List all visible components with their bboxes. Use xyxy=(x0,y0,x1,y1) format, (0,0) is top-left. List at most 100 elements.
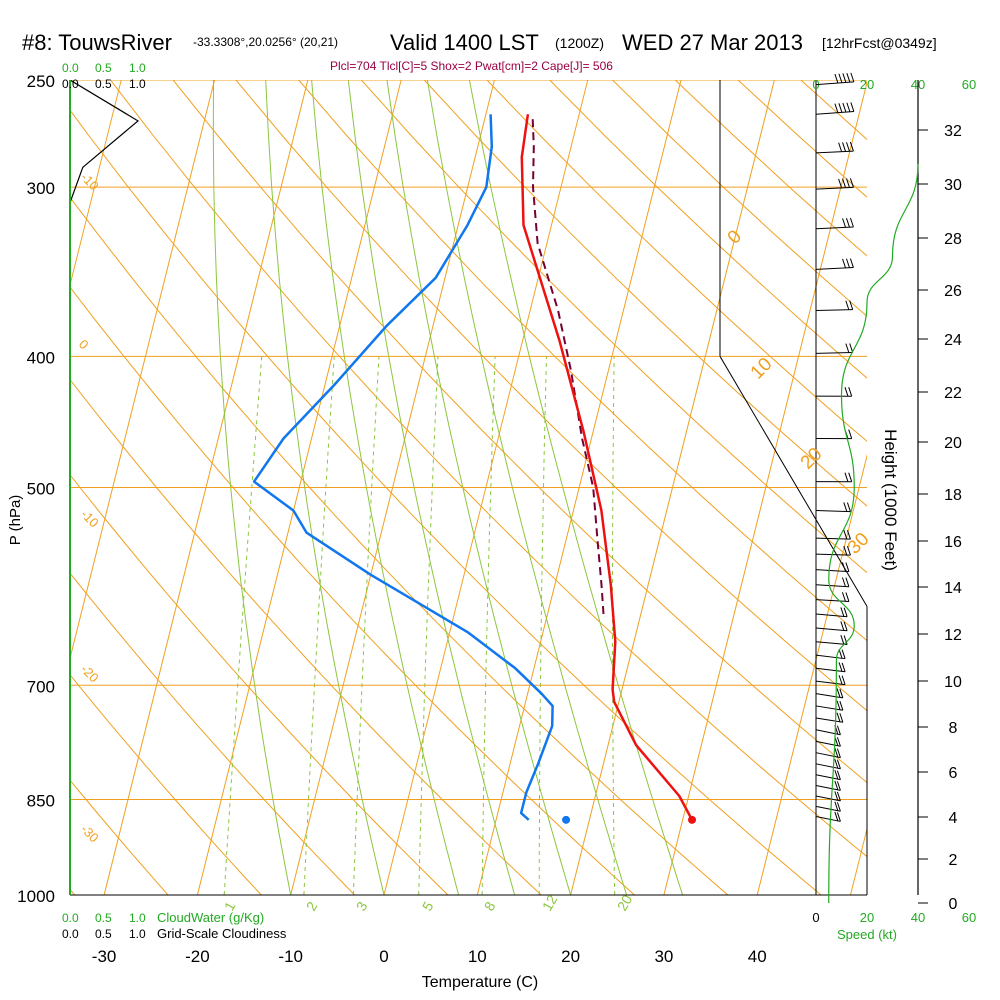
wind-barb-feather xyxy=(846,258,850,268)
wind-barb-staff xyxy=(815,81,854,86)
wind-barb-staff xyxy=(815,569,849,573)
wind-barb-feather xyxy=(842,142,847,152)
height-tick-label: 14 xyxy=(944,580,962,597)
wind-barb-feather xyxy=(846,530,851,540)
wind-barb-feather xyxy=(839,701,844,711)
temperature-tick-label: -20 xyxy=(185,947,210,966)
forecast-date: WED 27 Mar 2013 xyxy=(622,30,803,55)
dry-adiabat-line xyxy=(70,673,262,895)
speed-top-tick: 20 xyxy=(860,77,874,92)
wind-barb-feather xyxy=(836,688,841,698)
wind-barb-feather xyxy=(834,780,839,791)
speed-profile xyxy=(828,163,919,904)
wind-barb-feather xyxy=(846,545,851,556)
wind-barb-staff xyxy=(815,752,841,759)
height-tick-label: 12 xyxy=(944,627,962,644)
height-tick-label: 32 xyxy=(944,123,962,140)
height-tick-label: 4 xyxy=(949,810,958,827)
dry-adiabat-line xyxy=(361,80,867,574)
chart-curves xyxy=(70,80,697,824)
wind-barb-feather xyxy=(850,102,855,112)
dry-adiabat-line xyxy=(70,378,542,895)
wind-barb-feather xyxy=(846,142,850,152)
wind-barb-feather xyxy=(840,621,845,631)
wind-barb-feather xyxy=(840,607,845,617)
wind-barb-feather xyxy=(843,621,848,631)
speed-label: Speed (kt) xyxy=(837,927,897,942)
zulu-time: (1200Z) xyxy=(555,35,604,51)
cloudiness-bottom-tick: 0.0 xyxy=(62,927,79,941)
speed-bottom-tick: 0 xyxy=(812,910,819,925)
wind-barb-feather xyxy=(836,712,841,722)
wind-barb-feather xyxy=(845,592,850,602)
wind-barb-feather xyxy=(834,811,839,822)
wind-barb-feather xyxy=(838,662,843,672)
wind-barb-staff xyxy=(815,599,849,602)
wind-barb-feather xyxy=(834,791,839,801)
dry-adiabat-line xyxy=(110,80,867,858)
wind-barb-feather xyxy=(838,178,843,189)
wind-barb-feather xyxy=(843,529,848,540)
wind-barb-feather xyxy=(843,635,848,645)
dry-adiabat-line xyxy=(172,80,867,784)
wind-barb-staff xyxy=(815,186,854,190)
cloudwater-top-tick: 0.0 xyxy=(62,61,79,75)
valid-time: Valid 1400 LST xyxy=(390,30,539,55)
wind-barb-staff xyxy=(815,553,851,556)
wind-barb-feather xyxy=(839,688,844,699)
temperature-tick-label: 40 xyxy=(748,947,767,966)
forecast-info: [12hrFcst@0349z] xyxy=(822,35,937,51)
x-axis-title: Temperature (C) xyxy=(422,974,538,991)
pressure-tick-label: 500 xyxy=(27,480,55,499)
dry-adiabat-line xyxy=(423,80,867,507)
cloudwater-top-tick: 1.0 xyxy=(129,61,146,75)
wind-barb-feather xyxy=(838,675,843,685)
wind-barb-feather xyxy=(848,472,853,482)
surface-temperature-dot xyxy=(688,815,697,824)
wind-barb-feather xyxy=(836,812,841,822)
wind-barb-staff xyxy=(815,613,848,618)
speed-bottom-tick: 20 xyxy=(860,910,874,925)
wind-barb-feather xyxy=(838,142,843,152)
wind-barb-feather xyxy=(838,649,843,659)
wind-barb-feather xyxy=(843,545,848,556)
pressure-tick-label: 850 xyxy=(27,791,55,810)
wind-barb-feather xyxy=(836,759,841,769)
wind-barb-feather xyxy=(841,662,846,672)
station-coords: -33.3308°,20.0256° (20,21) xyxy=(193,35,338,49)
parcel-line xyxy=(531,114,605,615)
cloudiness-bottom-tick: 1.0 xyxy=(129,927,146,941)
wind-barb-staff xyxy=(815,267,854,270)
wind-barb-staff xyxy=(815,717,843,723)
wind-barb-staff xyxy=(815,110,854,115)
wind-barb-feather xyxy=(848,429,853,439)
cloudwater-bottom-tick: 0.5 xyxy=(95,911,112,925)
pressure-tick-label: 300 xyxy=(27,179,55,198)
temperature-tick-label: 30 xyxy=(654,947,673,966)
wind-barb-feather xyxy=(845,562,850,572)
height-tick-label: 26 xyxy=(944,283,962,300)
height-tick-label: 22 xyxy=(944,385,962,402)
wind-barb-staff xyxy=(815,150,854,154)
wind-barbs xyxy=(815,72,855,822)
wind-barb-feather xyxy=(842,73,847,83)
height-tick-label: 16 xyxy=(944,534,962,551)
pressure-tick-label: 700 xyxy=(27,677,55,696)
wind-barb-feather xyxy=(849,343,854,353)
wind-barb-staff xyxy=(815,309,853,311)
speed-top-tick: 60 xyxy=(962,77,976,92)
wind-barb-feather xyxy=(846,178,850,188)
height-tick-label: 28 xyxy=(944,231,962,248)
height-tick-label: 20 xyxy=(944,435,962,452)
wind-barb-staff xyxy=(815,729,841,736)
mixing-ratio-label: 12 xyxy=(539,892,561,914)
dry-adiabat-line xyxy=(235,80,867,712)
wind-barb-feather xyxy=(849,300,854,310)
moist-adiabat-line xyxy=(311,80,460,895)
temperature-tick-label: -10 xyxy=(278,947,303,966)
wind-barb-staff xyxy=(815,816,841,822)
wind-barb-feather xyxy=(845,343,850,353)
right-edge-diagonal xyxy=(719,356,868,607)
